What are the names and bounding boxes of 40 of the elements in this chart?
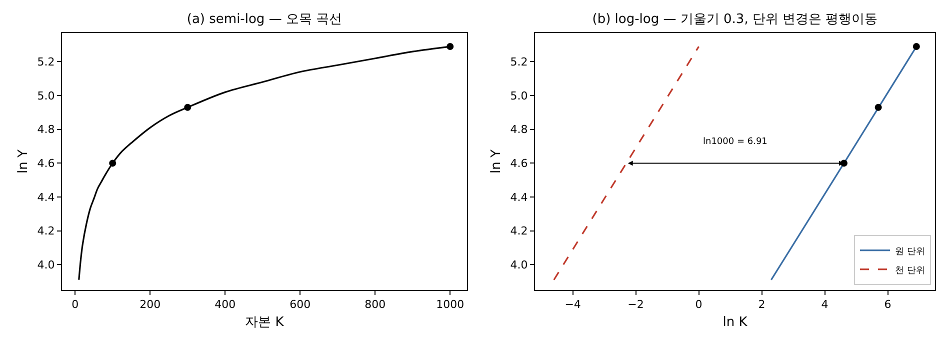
point bbox=[184, 104, 192, 111]
y-tick-label: 4.0 bbox=[510, 258, 528, 272]
y-tick-label: 5.2 bbox=[37, 56, 55, 69]
y-tick-label: 5.2 bbox=[510, 56, 528, 69]
x-tick-label: 400 bbox=[214, 298, 236, 312]
y-tick-label: 4.6 bbox=[37, 157, 55, 170]
x-axis-title: 자본 K bbox=[245, 314, 284, 330]
x-tick-label: 0 bbox=[72, 298, 79, 312]
x-tick-label: 6 bbox=[884, 298, 892, 312]
annotation: ln1000 = 6.91 bbox=[703, 137, 768, 147]
point bbox=[912, 43, 920, 50]
x-tick-label: 2 bbox=[758, 298, 766, 312]
x-axis-title: ln K bbox=[722, 314, 748, 330]
y-axis-title: ln Y bbox=[489, 149, 504, 174]
chart-title: (a) semi-log — 오목 곡선 bbox=[186, 12, 342, 28]
legend-label: 원 단위 bbox=[895, 246, 925, 257]
y-tick-label: 4.0 bbox=[37, 258, 55, 272]
y-axis-title: ln Y bbox=[16, 149, 32, 174]
x-tick-label: −2 bbox=[628, 298, 644, 312]
point bbox=[874, 104, 882, 111]
y-tick-label: 5.0 bbox=[37, 89, 55, 102]
y-tick-label: 4.2 bbox=[37, 224, 55, 238]
y-tick-label: 4.4 bbox=[37, 190, 55, 204]
legend-label: 천 단위 bbox=[895, 266, 925, 276]
y-tick-label: 4.6 bbox=[510, 157, 528, 170]
chart-title: (b) log-log — 기울기 0.3, 단위 변경은 평행이동 bbox=[592, 12, 878, 28]
y-tick-label: 5.0 bbox=[510, 89, 528, 102]
point bbox=[446, 43, 454, 50]
x-tick-label: 0 bbox=[695, 298, 702, 312]
x-tick-label: 4 bbox=[821, 298, 828, 312]
y-tick-label: 4.2 bbox=[510, 224, 528, 238]
y-tick-label: 4.8 bbox=[510, 123, 528, 136]
x-tick-label: 800 bbox=[364, 298, 386, 312]
y-tick-label: 4.8 bbox=[37, 123, 55, 136]
x-tick-label: 1000 bbox=[436, 298, 464, 312]
x-tick-label: 600 bbox=[290, 298, 311, 312]
x-tick-label: −4 bbox=[564, 298, 581, 312]
x-tick-label: 200 bbox=[140, 298, 161, 312]
y-tick-label: 4.4 bbox=[510, 190, 528, 204]
point bbox=[109, 160, 116, 167]
